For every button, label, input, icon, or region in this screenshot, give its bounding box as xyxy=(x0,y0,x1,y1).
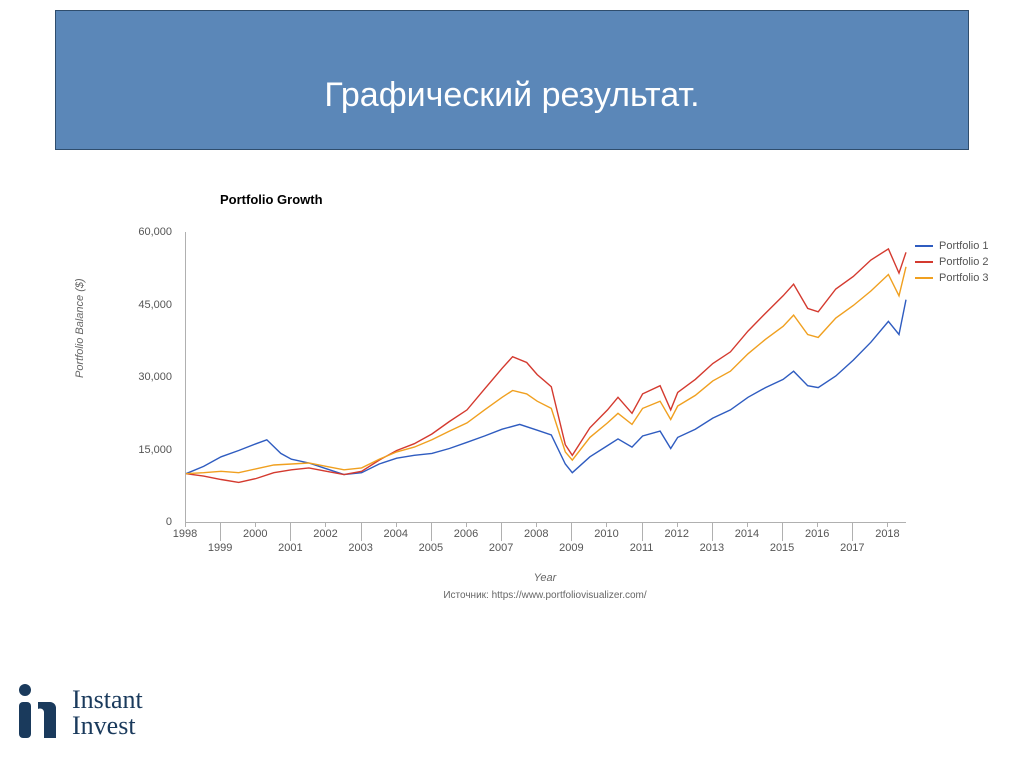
instant-invest-logo: Instant Invest xyxy=(16,682,143,743)
series-portfolio-1 xyxy=(186,300,906,475)
x-tick-label: 2017 xyxy=(840,542,864,554)
logo-line2: Invest xyxy=(72,711,136,740)
x-tick-label: 1998 xyxy=(173,528,197,540)
legend-item: Portfolio 1 xyxy=(915,240,989,252)
legend-label: Portfolio 1 xyxy=(939,240,989,252)
x-tick-label: 2013 xyxy=(700,542,724,554)
x-axis-label: Year xyxy=(185,572,905,584)
legend-swatch xyxy=(915,277,933,279)
line-series-svg xyxy=(186,232,906,522)
x-tick-label: 2014 xyxy=(735,528,759,540)
logo-line1: Instant xyxy=(72,685,143,714)
x-tick-label: 2015 xyxy=(770,542,794,554)
slide-title: Графический результат. xyxy=(324,76,699,115)
x-tick-label: 2016 xyxy=(805,528,829,540)
x-tick-label: 2007 xyxy=(489,542,513,554)
y-tick-label: 0 xyxy=(166,516,172,528)
logo-icon xyxy=(16,682,62,743)
slide: Графический результат. Portfolio Growth … xyxy=(0,0,1024,767)
legend-label: Portfolio 2 xyxy=(939,256,989,268)
legend: Portfolio 1 Portfolio 2 Portfolio 3 xyxy=(915,240,989,288)
series-portfolio-2 xyxy=(186,249,906,483)
plot-area xyxy=(185,232,906,523)
logo-text: Instant Invest xyxy=(72,687,143,739)
x-tick-label: 2001 xyxy=(278,542,302,554)
x-tick-label: 2009 xyxy=(559,542,583,554)
y-axis-label: Portfolio Balance ($) xyxy=(74,278,86,378)
legend-swatch xyxy=(915,261,933,263)
x-tick-label: 2000 xyxy=(243,528,267,540)
legend-item: Portfolio 2 xyxy=(915,256,989,268)
x-tick-label: 2003 xyxy=(348,542,372,554)
x-tick-label: 2004 xyxy=(383,528,407,540)
x-tick-label: 2006 xyxy=(454,528,478,540)
legend-swatch xyxy=(915,245,933,247)
title-bar: Графический результат. xyxy=(55,10,969,150)
x-tick-label: 2002 xyxy=(313,528,337,540)
chart-source: Источник: https://www.portfoliovisualize… xyxy=(185,590,905,601)
legend-item: Portfolio 3 xyxy=(915,272,989,284)
chart-title: Portfolio Growth xyxy=(220,192,323,207)
x-tick-label: 1999 xyxy=(208,542,232,554)
x-tick-label: 2012 xyxy=(664,528,688,540)
legend-label: Portfolio 3 xyxy=(939,272,989,284)
y-ticks: 015,00030,00045,00060,000 xyxy=(125,232,180,522)
x-tick-label: 2018 xyxy=(875,528,899,540)
y-tick-label: 45,000 xyxy=(138,299,172,311)
y-tick-label: 60,000 xyxy=(138,226,172,238)
x-ticks: 1998199920002001200220032004200520062007… xyxy=(185,522,905,562)
portfolio-growth-chart: Portfolio Growth Portfolio Balance ($) 0… xyxy=(125,192,995,617)
x-tick-label: 2010 xyxy=(594,528,618,540)
x-tick-label: 2011 xyxy=(630,542,654,554)
y-tick-label: 15,000 xyxy=(138,444,172,456)
series-portfolio-3 xyxy=(186,267,906,474)
x-tick-label: 2005 xyxy=(419,542,443,554)
x-tick-label: 2008 xyxy=(524,528,548,540)
y-tick-label: 30,000 xyxy=(138,371,172,383)
